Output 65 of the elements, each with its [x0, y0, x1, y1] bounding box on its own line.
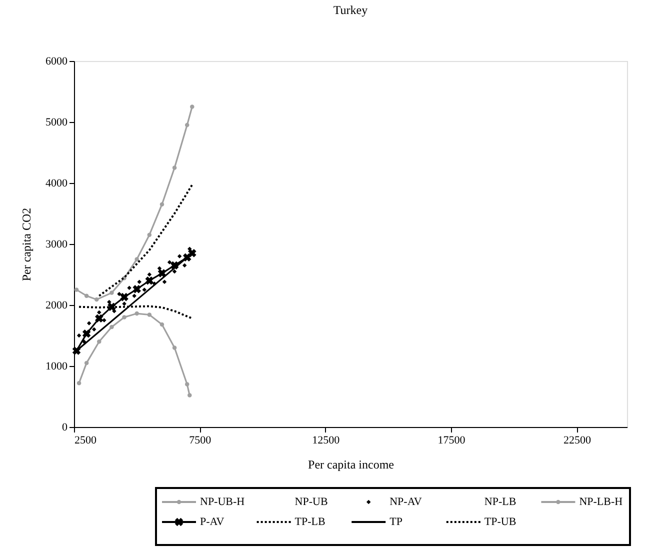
- x-tick-label: 2500: [74, 434, 97, 446]
- point: [134, 257, 139, 262]
- legend-label: NP-AV: [390, 496, 422, 508]
- point: [82, 330, 91, 338]
- point: [122, 315, 126, 320]
- point: [145, 276, 154, 285]
- chart-title: Turkey: [333, 3, 368, 17]
- y-tick-label: 4000: [46, 178, 68, 190]
- text: NP-LB: [484, 496, 516, 508]
- point: [122, 302, 126, 306]
- point: [72, 346, 81, 355]
- point: [76, 380, 82, 386]
- legend-label: NP-UB-H: [200, 496, 245, 508]
- point: [137, 280, 142, 284]
- y-tick-label: 0: [62, 422, 68, 434]
- x-tick-label: 7500: [189, 434, 212, 446]
- point: [147, 312, 152, 317]
- point: [184, 382, 190, 386]
- point: [94, 297, 99, 302]
- point: [74, 288, 79, 292]
- y-tick-label: 3000: [46, 238, 68, 250]
- legend-label: TP-LB: [294, 516, 326, 528]
- point: [157, 266, 162, 271]
- point: [84, 294, 89, 298]
- point: [110, 290, 114, 295]
- y-tick-label: 5000: [46, 116, 68, 128]
- x-tick-label: 22500: [563, 434, 592, 446]
- point: [94, 314, 104, 323]
- point: [172, 166, 177, 170]
- legend-label: NP-LB-H: [579, 496, 623, 508]
- point: [120, 292, 128, 302]
- legend-label: TP: [390, 516, 402, 528]
- y-tick-label: 1000: [46, 360, 68, 372]
- line-series: [98, 184, 194, 297]
- point: [158, 269, 166, 278]
- point: [160, 202, 164, 206]
- point: [97, 339, 102, 344]
- point: [134, 311, 139, 316]
- point: [102, 318, 106, 322]
- y-tick-label: 6000: [46, 56, 68, 68]
- y-tick-label: 2000: [46, 300, 68, 312]
- point: [97, 310, 102, 314]
- point: [172, 269, 177, 274]
- x-axis-title: Per capita income: [308, 458, 394, 472]
- text: NP-UB: [294, 496, 328, 508]
- point: [132, 285, 141, 294]
- legend-label: TP-UB: [484, 516, 516, 528]
- legend-label: P-AV: [200, 516, 224, 528]
- point: [110, 324, 114, 330]
- point: [76, 333, 82, 338]
- point: [190, 104, 194, 109]
- x-tick-label: 12500: [312, 434, 340, 446]
- point: [172, 346, 177, 350]
- point: [127, 286, 132, 290]
- point: [147, 232, 152, 237]
- point: [188, 393, 192, 398]
- point: [160, 322, 164, 327]
- point: [182, 263, 187, 268]
- point: [84, 360, 89, 366]
- point: [92, 327, 96, 332]
- y-axis-title: Per capita CO2: [20, 208, 34, 282]
- point: [147, 272, 152, 277]
- point: [184, 122, 190, 128]
- x-tick-label: 17500: [438, 434, 466, 446]
- point: [132, 294, 136, 298]
